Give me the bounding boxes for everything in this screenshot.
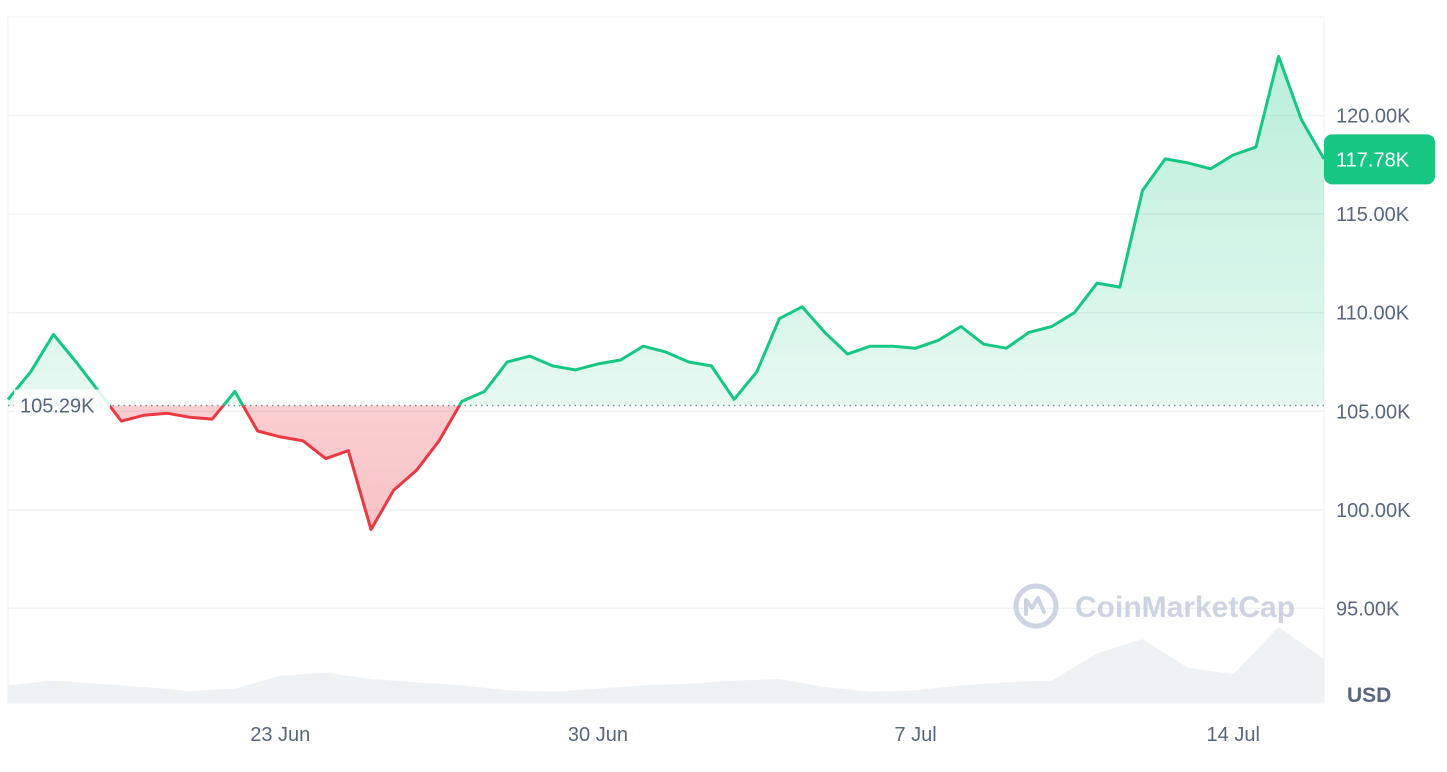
reference-label: 105.29K <box>14 389 110 418</box>
coinmarketcap-logo-icon <box>1013 583 1059 629</box>
y-axis: 95.00K 100.00K 105.00K 110.00K 115.00K 120.00… <box>1336 106 1411 621</box>
watermark-text: CoinMarketCap <box>1075 591 1295 624</box>
reference-label-background <box>14 389 110 418</box>
y-tick-label: 100.00K <box>1336 500 1411 522</box>
reference-label-text: 105.29K <box>20 396 95 418</box>
x-tick-label: 7 Jul <box>894 724 936 746</box>
current-price-badge-text: 117.78K <box>1336 149 1410 171</box>
y-tick-label: 115.00K <box>1336 204 1410 226</box>
currency-label: USD <box>1347 684 1391 707</box>
volume-fill <box>8 627 1324 703</box>
x-tick-label: 23 Jun <box>250 724 310 746</box>
price-line-above-reference <box>6 54 1326 406</box>
y-tick-label: 120.00K <box>1336 106 1411 128</box>
x-tick-label: 30 Jun <box>568 724 628 746</box>
x-axis: 23 Jun 30 Jun 7 Jul 14 Jul <box>250 724 1260 746</box>
y-tick-label: 110.00K <box>1336 303 1410 325</box>
area-fill-below-reference <box>109 405 460 530</box>
current-price-badge: 117.78K <box>1324 134 1435 185</box>
current-price-badge-background <box>1324 134 1435 185</box>
y-tick-label: 95.00K <box>1336 598 1400 620</box>
y-tick-label: 105.00K <box>1336 401 1411 423</box>
volume-area <box>8 627 1324 703</box>
gridlines <box>8 114 1324 610</box>
x-tick-label: 14 Jul <box>1207 724 1260 746</box>
watermark: CoinMarketCap <box>1013 583 1295 629</box>
area-fill-above-reference <box>8 56 1324 406</box>
